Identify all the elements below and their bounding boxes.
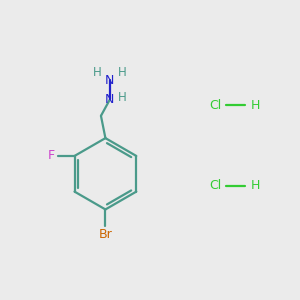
Text: Cl: Cl xyxy=(209,99,221,112)
Text: N: N xyxy=(105,93,115,106)
Text: H: H xyxy=(93,66,102,79)
Text: H: H xyxy=(251,99,260,112)
Text: H: H xyxy=(251,179,260,192)
Text: Br: Br xyxy=(98,228,112,241)
Text: H: H xyxy=(118,92,127,104)
Text: F: F xyxy=(48,149,55,162)
Text: Cl: Cl xyxy=(209,179,221,192)
Text: H: H xyxy=(118,66,127,79)
Text: N: N xyxy=(105,74,115,87)
